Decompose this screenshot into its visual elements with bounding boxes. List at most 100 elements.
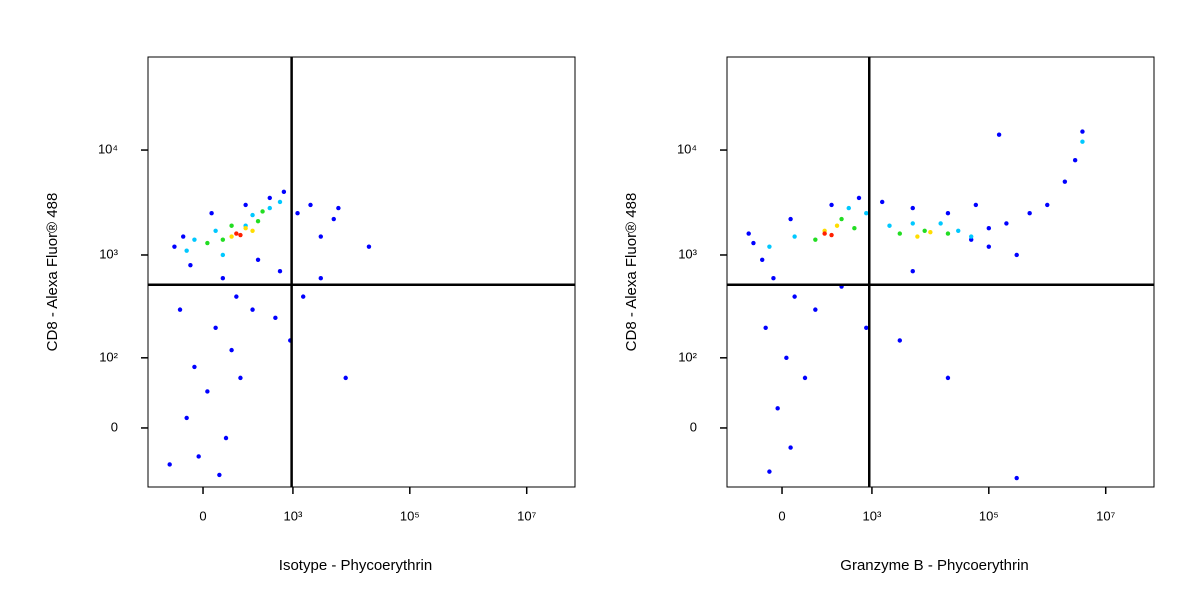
point [880,199,885,205]
y-tick-label: 10³ [678,246,697,261]
point [969,237,974,242]
y-tick-label: 10² [99,349,118,364]
point [986,244,992,249]
point [281,189,287,195]
point [184,415,189,421]
point [220,252,226,258]
point [760,257,765,262]
point [763,325,768,331]
point [928,229,933,235]
x-tick-label: 10⁵ [400,508,420,523]
point [331,216,336,222]
point [829,232,834,238]
point [205,240,210,246]
plot-frame [147,56,576,488]
point [945,375,951,381]
point [969,234,974,239]
point [788,445,793,450]
point [775,406,780,411]
point [1004,221,1009,226]
point [318,276,323,281]
point [1014,252,1019,258]
x-tick-label: 0 [199,508,206,523]
point [829,202,834,208]
point [915,234,920,239]
y-tick-label: 10² [678,349,697,364]
point [1014,475,1019,481]
point [922,228,927,234]
point [250,307,255,312]
point [771,276,776,281]
point [864,325,869,331]
point [229,223,234,228]
point [839,216,844,222]
y-tick-label: 0 [690,419,697,434]
point [813,237,818,242]
point [792,294,797,299]
point [192,364,197,370]
point [1080,139,1085,144]
point [277,199,283,205]
point [229,234,234,239]
point [167,462,172,467]
point [938,221,943,226]
point [973,202,979,208]
point [192,237,197,242]
point [751,240,756,246]
point [887,223,892,228]
point [205,389,210,394]
point [856,195,862,201]
point [196,454,201,459]
point [209,211,214,216]
point [318,234,323,239]
point [250,212,255,218]
point [234,231,239,236]
point [996,132,1002,137]
point [864,211,869,216]
point [229,347,234,353]
x-tick-label: 10⁷ [517,508,536,523]
point [234,294,239,299]
point [260,209,265,214]
point [220,237,226,242]
x-tick-label: 0 [778,508,785,523]
point [177,307,183,312]
point [767,244,772,249]
point [746,231,751,236]
point [910,205,915,211]
y-axis-label: CD8 - Alexa Fluor® 488 [44,193,61,352]
y-axis-label: CD8 - Alexa Fluor® 488 [623,193,640,352]
point [846,205,851,211]
point [243,226,248,231]
point [255,257,261,262]
point [956,228,961,234]
point [1027,211,1032,216]
point [852,226,857,231]
point [897,231,902,236]
x-axis-label: Isotype - Phycoerythrin [279,557,432,574]
point [250,228,255,234]
point [172,244,177,249]
x-axis-label: Granzyme B - Phycoerythrin [840,557,1028,574]
x-tick-label: 10³ [863,508,882,523]
point [910,269,915,274]
point [255,218,261,224]
point [945,211,951,216]
point [897,338,902,343]
point [834,223,840,228]
point [1062,179,1068,184]
point [1072,158,1078,163]
point [217,472,222,478]
y-tick-label: 10⁴ [677,141,697,156]
point [295,211,300,216]
y-tick-label: 10³ [99,246,118,261]
point [273,315,278,321]
point [267,205,272,211]
point [343,375,348,381]
x-tick-label: 10⁷ [1096,508,1115,523]
point [181,234,186,239]
point [792,234,797,239]
point [213,228,218,234]
point [945,231,951,236]
point [238,375,243,381]
